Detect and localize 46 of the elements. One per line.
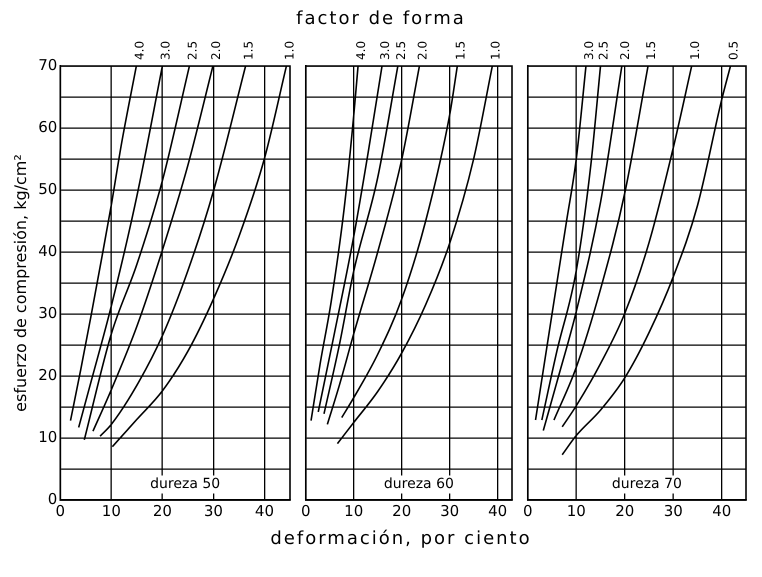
text: 1.0 xyxy=(688,40,702,60)
y-tick-label: 60 xyxy=(38,118,58,136)
x-tick-label: 10 xyxy=(102,502,121,520)
text: 1.0 xyxy=(488,40,502,60)
text: 1.5 xyxy=(453,40,468,60)
text: 4.0 xyxy=(132,40,146,60)
x-tick-label: 20 xyxy=(152,502,172,520)
chart-title: factor de forma xyxy=(295,8,467,31)
text: 2.5 xyxy=(596,40,611,60)
text: 2.5 xyxy=(394,40,408,60)
text: 1.5 xyxy=(644,40,658,60)
text: 2.0 xyxy=(209,40,224,60)
y-tick-label: 70 xyxy=(38,56,58,74)
text: 0.5 xyxy=(726,40,741,60)
x-tick-label: 10 xyxy=(344,502,364,520)
annotation: dureza 70 xyxy=(612,476,682,492)
y-axis-title: esfuerzo de compresión, kg/cm² xyxy=(10,154,30,412)
x-tick-label: 0 xyxy=(523,502,533,520)
y-tick-label: 20 xyxy=(38,366,58,384)
y-tick-label: 30 xyxy=(38,304,58,322)
text: 3.0 xyxy=(378,40,392,60)
x-tick-label: 40 xyxy=(712,502,732,520)
x-tick-label: 10 xyxy=(566,502,586,520)
x-tick-label: 20 xyxy=(392,502,412,520)
text: 2.5 xyxy=(186,40,200,60)
text: 2.0 xyxy=(416,40,430,60)
text: 1.0 xyxy=(282,40,297,60)
x-tick-label: 30 xyxy=(204,502,223,520)
y-tick-label: 50 xyxy=(38,180,58,198)
x-axis-title: deformación, por ciento xyxy=(269,528,533,549)
annotation: dureza 60 xyxy=(384,476,454,492)
text: 2.0 xyxy=(618,40,632,60)
x-tick-label: 0 xyxy=(301,502,311,520)
text: 4.0 xyxy=(354,40,368,60)
y-tick-label: 40 xyxy=(38,242,58,260)
x-tick-label: 30 xyxy=(440,502,460,520)
annotation: dureza 50 xyxy=(150,476,220,492)
x-tick-label: 30 xyxy=(664,502,683,520)
text: 1.5 xyxy=(242,40,256,60)
x-tick-label: 40 xyxy=(254,502,274,520)
x-tick-label: 20 xyxy=(615,502,634,520)
text: 3.0 xyxy=(582,40,596,60)
text: 3.0 xyxy=(158,40,173,60)
y-tick-label: 10 xyxy=(38,428,58,446)
y-tick-label: 0 xyxy=(48,490,58,508)
x-tick-label: 40 xyxy=(488,502,508,520)
